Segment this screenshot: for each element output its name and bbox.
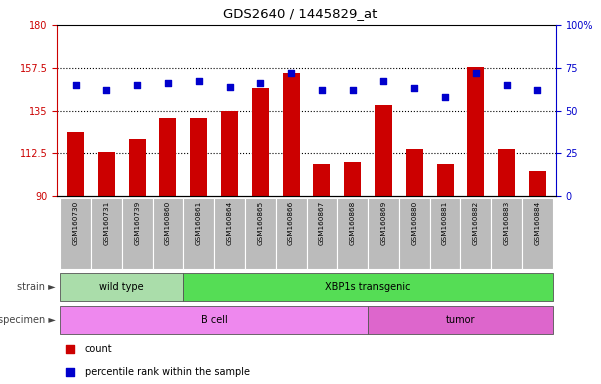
Bar bbox=[344, 162, 361, 196]
Bar bbox=[153, 198, 183, 269]
Bar bbox=[91, 198, 122, 269]
Bar bbox=[252, 88, 269, 196]
Text: GSM160865: GSM160865 bbox=[257, 201, 263, 245]
Point bbox=[441, 94, 450, 100]
Bar bbox=[159, 118, 177, 196]
Point bbox=[415, 269, 425, 275]
Bar bbox=[98, 152, 115, 196]
Bar bbox=[60, 198, 91, 269]
Text: GSM160883: GSM160883 bbox=[504, 201, 510, 245]
Point bbox=[532, 87, 542, 93]
Bar bbox=[406, 149, 423, 196]
Text: GSM160864: GSM160864 bbox=[227, 201, 233, 245]
Text: XBP1s transgenic: XBP1s transgenic bbox=[325, 282, 411, 292]
Text: GSM160869: GSM160869 bbox=[380, 201, 386, 245]
Point bbox=[415, 56, 425, 62]
Text: GSM160880: GSM160880 bbox=[411, 201, 417, 245]
Bar bbox=[276, 198, 307, 269]
Text: GSM160861: GSM160861 bbox=[196, 201, 202, 245]
Bar bbox=[282, 73, 299, 196]
Bar bbox=[129, 139, 145, 196]
Point bbox=[317, 87, 327, 93]
Bar bbox=[122, 198, 153, 269]
Bar bbox=[491, 198, 522, 269]
Point bbox=[502, 82, 511, 88]
Text: GSM160866: GSM160866 bbox=[288, 201, 294, 245]
Bar bbox=[191, 118, 207, 196]
Bar bbox=[337, 198, 368, 269]
Bar bbox=[183, 198, 214, 269]
Text: tumor: tumor bbox=[446, 315, 475, 325]
Point bbox=[194, 78, 204, 84]
Bar bbox=[307, 198, 337, 269]
Point bbox=[348, 87, 358, 93]
Text: GSM160867: GSM160867 bbox=[319, 201, 325, 245]
Bar bbox=[67, 132, 84, 196]
Point bbox=[379, 78, 388, 84]
Point bbox=[71, 82, 81, 88]
Text: GSM160731: GSM160731 bbox=[103, 201, 109, 245]
Text: percentile rank within the sample: percentile rank within the sample bbox=[85, 367, 249, 377]
Bar bbox=[314, 164, 331, 196]
Bar bbox=[368, 306, 553, 334]
Point bbox=[409, 85, 419, 91]
Text: GSM160868: GSM160868 bbox=[350, 201, 356, 245]
Point bbox=[163, 80, 172, 86]
Bar bbox=[436, 164, 454, 196]
Bar bbox=[399, 198, 430, 269]
Bar bbox=[498, 149, 515, 196]
Point bbox=[102, 87, 111, 93]
Bar bbox=[60, 306, 368, 334]
Bar bbox=[221, 111, 238, 196]
Point bbox=[132, 82, 142, 88]
Bar bbox=[368, 198, 399, 269]
Point bbox=[471, 70, 481, 76]
Bar bbox=[183, 273, 553, 301]
Text: GSM160860: GSM160860 bbox=[165, 201, 171, 245]
Text: specimen ►: specimen ► bbox=[0, 315, 56, 325]
Bar bbox=[60, 273, 183, 301]
Point bbox=[225, 84, 234, 90]
Text: GSM160739: GSM160739 bbox=[134, 201, 140, 245]
Bar bbox=[245, 198, 276, 269]
Bar bbox=[468, 67, 484, 196]
Text: GSM160881: GSM160881 bbox=[442, 201, 448, 245]
Text: GSM160882: GSM160882 bbox=[473, 201, 479, 245]
Bar bbox=[430, 198, 460, 269]
Text: GDS2640 / 1445829_at: GDS2640 / 1445829_at bbox=[224, 7, 377, 20]
Point bbox=[255, 80, 265, 86]
Bar bbox=[529, 172, 546, 196]
Text: GSM160884: GSM160884 bbox=[534, 201, 540, 245]
Text: count: count bbox=[85, 344, 112, 354]
Bar bbox=[522, 198, 553, 269]
Text: B cell: B cell bbox=[201, 315, 228, 325]
Bar bbox=[460, 198, 491, 269]
Bar bbox=[375, 105, 392, 196]
Point bbox=[286, 70, 296, 76]
Text: strain ►: strain ► bbox=[17, 282, 56, 292]
Text: wild type: wild type bbox=[99, 282, 144, 292]
Bar bbox=[214, 198, 245, 269]
Text: GSM160730: GSM160730 bbox=[73, 201, 79, 245]
